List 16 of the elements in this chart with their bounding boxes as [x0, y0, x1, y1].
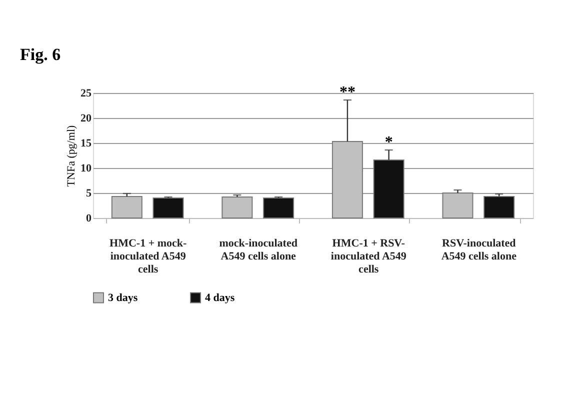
chart-title: Fig. 6: [20, 45, 61, 64]
y-tick-label: 0: [86, 212, 92, 224]
y-tick-label: 15: [80, 138, 92, 150]
y-tick-label: 20: [80, 112, 92, 124]
legend-label: 3 days: [108, 292, 138, 304]
x-tick-label: RSV-inoculated A549 cells alone: [441, 238, 517, 262]
annotation: *: [384, 134, 393, 151]
x-tick-label: HMC-1 + RSV-inoculated A549 cells: [330, 238, 407, 276]
y-tick-label: 10: [80, 162, 92, 174]
legend-label: 4 days: [205, 292, 236, 304]
x-tick-label: HMC-1 + mock-inoculated A549 cells: [110, 238, 187, 276]
annotation: **: [339, 84, 356, 101]
x-tick-label: mock-inoculated A549 cells alone: [219, 238, 298, 262]
y-tick-label: 25: [80, 88, 92, 100]
y-axis-title: TNFa (pg/ml): [66, 124, 78, 187]
y-tick-label: 5: [86, 188, 92, 200]
